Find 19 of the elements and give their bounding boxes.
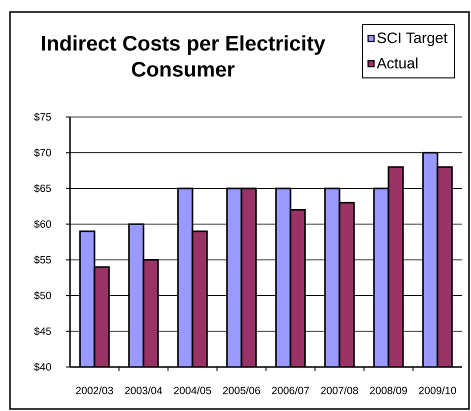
y-tick-label: $45 [34, 327, 52, 336]
x-tick-label: 2007/08 [321, 386, 358, 394]
chart-title: Indirect Costs per Electricity Consumer [42, 35, 326, 77]
legend-label: Actual [376, 57, 418, 68]
x-tick-label: 2008/09 [370, 386, 407, 394]
y-tick-label: $70 [34, 148, 52, 157]
y-tick-label: $50 [34, 291, 52, 300]
y-tick-label: $60 [34, 220, 52, 228]
x-tick-label: 2005/06 [223, 386, 260, 394]
y-tick-label: $65 [34, 184, 52, 193]
x-tick-label: 2006/07 [272, 386, 309, 394]
x-tick-label: 2004/05 [174, 386, 212, 394]
y-tick-label: $40 [34, 362, 52, 372]
x-tick-label: 2003/04 [125, 386, 162, 394]
x-tick-label: 2009/10 [419, 386, 456, 394]
y-tick-label: $75 [34, 112, 52, 122]
x-tick-label: 2002/03 [76, 386, 114, 394]
y-tick-label: $55 [34, 256, 52, 264]
legend-label: SCI Target [377, 32, 448, 46]
